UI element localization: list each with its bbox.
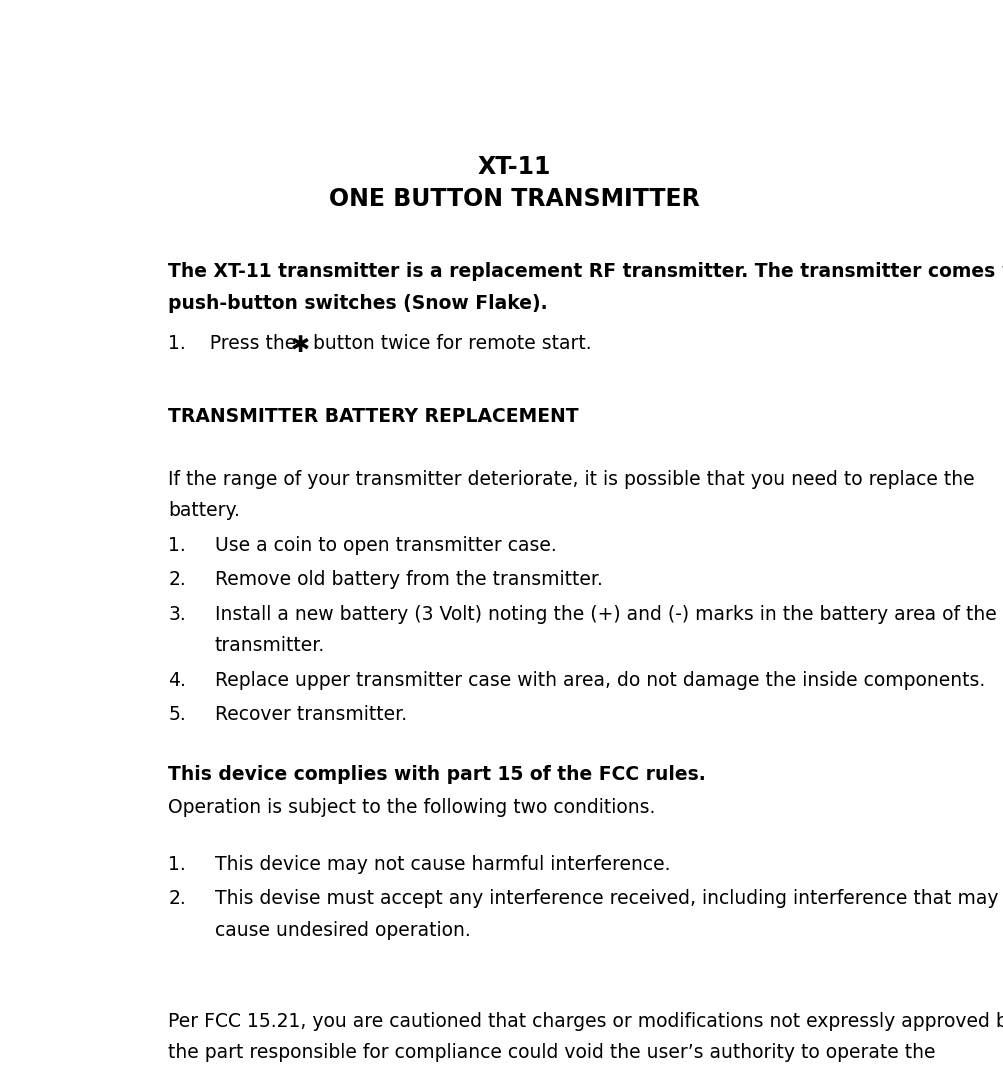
Text: Operation is subject to the following two conditions.: Operation is subject to the following tw…	[169, 798, 655, 817]
Text: 1.: 1.	[169, 855, 186, 873]
Text: cause undesired operation.: cause undesired operation.	[215, 920, 470, 940]
Text: 1.    Press the: 1. Press the	[169, 334, 302, 353]
Text: Remove old battery from the transmitter.: Remove old battery from the transmitter.	[215, 570, 602, 590]
Text: the part responsible for compliance could void the user’s authority to operate t: the part responsible for compliance coul…	[169, 1043, 935, 1062]
Text: battery.: battery.	[169, 500, 240, 520]
Text: button twice for remote start.: button twice for remote start.	[307, 334, 591, 353]
Text: 3.: 3.	[169, 605, 186, 624]
Text: transmitter.: transmitter.	[215, 636, 325, 655]
Text: Replace upper transmitter case with area, do not damage the inside components.: Replace upper transmitter case with area…	[215, 671, 984, 690]
Text: Use a coin to open transmitter case.: Use a coin to open transmitter case.	[215, 536, 557, 554]
Text: ONE BUTTON TRANSMITTER: ONE BUTTON TRANSMITTER	[329, 187, 699, 211]
Text: 5.: 5.	[169, 706, 186, 724]
Text: This device complies with part 15 of the FCC rules.: This device complies with part 15 of the…	[169, 765, 705, 784]
Text: 4.: 4.	[169, 671, 186, 690]
Text: ✱: ✱	[290, 334, 309, 358]
Text: This devise must accept any interference received, including interference that m: This devise must accept any interference…	[215, 889, 998, 909]
Text: The XT-11 transmitter is a replacement RF transmitter. The transmitter comes wit: The XT-11 transmitter is a replacement R…	[169, 262, 1003, 281]
Text: push-button switches (Snow Flake).: push-button switches (Snow Flake).	[169, 293, 548, 313]
Text: Per FCC 15.21, you are cautioned that charges or modifications not expressly app: Per FCC 15.21, you are cautioned that ch…	[169, 1012, 1003, 1031]
Text: 2.: 2.	[169, 889, 186, 909]
Text: Recover transmitter.: Recover transmitter.	[215, 706, 406, 724]
Text: Install a new battery (3 Volt) noting the (+) and (-) marks in the battery area : Install a new battery (3 Volt) noting th…	[215, 605, 996, 624]
Text: TRANSMITTER BATTERY REPLACEMENT: TRANSMITTER BATTERY REPLACEMENT	[169, 407, 579, 425]
Text: This device may not cause harmful interference.: This device may not cause harmful interf…	[215, 855, 670, 873]
Text: 2.: 2.	[169, 570, 186, 590]
Text: If the range of your transmitter deteriorate, it is possible that you need to re: If the range of your transmitter deterio…	[169, 469, 974, 489]
Text: 1.: 1.	[169, 536, 186, 554]
Text: XT-11: XT-11	[477, 156, 551, 179]
